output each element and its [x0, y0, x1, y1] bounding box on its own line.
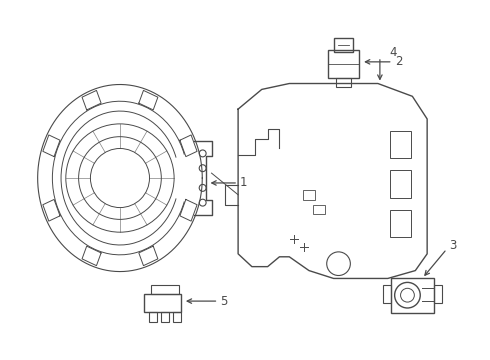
Bar [151, 285, 179, 294]
Bar [334, 38, 353, 52]
Bar [383, 285, 391, 303]
Bar [161, 312, 169, 322]
Bar [434, 285, 442, 303]
Bar [144, 294, 181, 312]
Bar [391, 278, 434, 313]
Bar [149, 312, 157, 322]
Bar [336, 78, 351, 87]
Text: 5: 5 [220, 294, 228, 307]
Bar [328, 50, 359, 78]
Text: 2: 2 [394, 55, 402, 68]
Text: 3: 3 [449, 239, 456, 252]
Text: 1: 1 [240, 176, 247, 189]
Bar [173, 312, 181, 322]
Text: 4: 4 [390, 45, 397, 59]
